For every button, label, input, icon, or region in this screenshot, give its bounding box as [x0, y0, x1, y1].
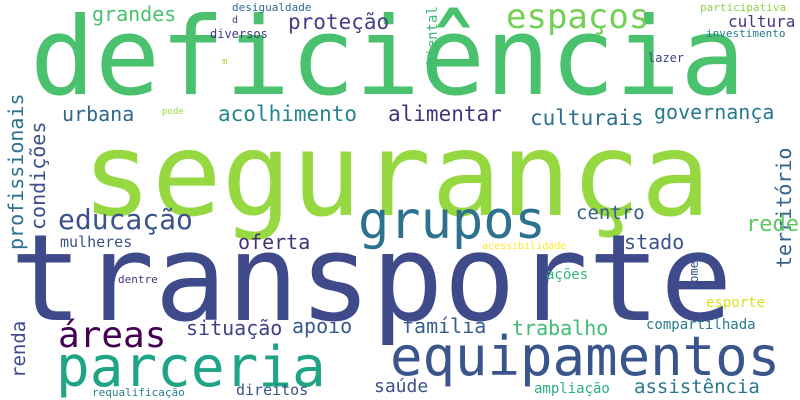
word-saude: saúde	[374, 376, 429, 397]
word-requalificacao: requalificação	[92, 386, 185, 399]
word-acessibilidade: acessibilidade	[482, 241, 567, 252]
word-m: m	[222, 57, 228, 67]
word-lazer: lazer	[648, 51, 685, 65]
word-familia: família	[402, 314, 487, 338]
word-esporte: esporte	[706, 295, 766, 311]
word-territorio: território	[772, 147, 796, 268]
word-dentre: dentre	[118, 273, 158, 286]
word-fome: fome	[687, 261, 701, 290]
word-grupos: grupos	[358, 191, 546, 251]
word-protecao: proteção	[288, 10, 390, 34]
word-renda: renda	[8, 320, 30, 378]
word-assistencia: assistência	[634, 376, 760, 398]
word-pode: pode	[162, 107, 184, 117]
word-deficiencia: deficiência	[30, 0, 746, 120]
word-diversos: diversos	[210, 27, 268, 41]
word-desigualdade: desigualdade	[232, 1, 312, 14]
word-d: d	[232, 15, 239, 26]
word-equipamentos: equipamentos	[390, 325, 781, 388]
word-parceria: parceria	[56, 335, 326, 400]
word-condicoes: condições	[26, 121, 50, 230]
word-alimentar: alimentar	[388, 102, 502, 126]
word-compartilhada: compartilhada	[646, 317, 756, 333]
word-governanca: governança	[654, 100, 775, 124]
word-cultura: cultura	[728, 12, 796, 31]
word-mulheres: mulheres	[60, 233, 133, 251]
word-grandes: grandes	[92, 2, 177, 26]
word-ampliacao: ampliação	[534, 381, 610, 397]
word-oferta: oferta	[238, 230, 311, 254]
word-trabalho: trabalho	[512, 316, 609, 340]
word-apoio: apoio	[292, 314, 353, 338]
word-urbana: urbana	[62, 102, 135, 126]
word-estado: estado	[612, 230, 685, 254]
word-seguranca: segurança	[82, 108, 711, 243]
word-rede: rede	[746, 212, 799, 237]
word-areas: áreas	[58, 315, 167, 356]
word-investimento: investimento	[706, 27, 786, 40]
word-direitos: direitos	[236, 381, 309, 399]
word-acoes: ações	[546, 267, 589, 283]
word-profissionais: profissionais	[4, 93, 28, 250]
word-transporte: transporte	[10, 210, 733, 349]
word-educacao: educação	[58, 203, 193, 236]
word-centro: centro	[576, 202, 645, 224]
word-participativa: participativa	[700, 1, 787, 14]
word-ambiental: ambiental	[425, 6, 441, 82]
word-acolhimento: acolhimento	[218, 102, 358, 126]
word-culturais: culturais	[530, 106, 644, 130]
word-espacos: espaços	[506, 0, 650, 37]
word-situacao: situação	[186, 316, 283, 340]
